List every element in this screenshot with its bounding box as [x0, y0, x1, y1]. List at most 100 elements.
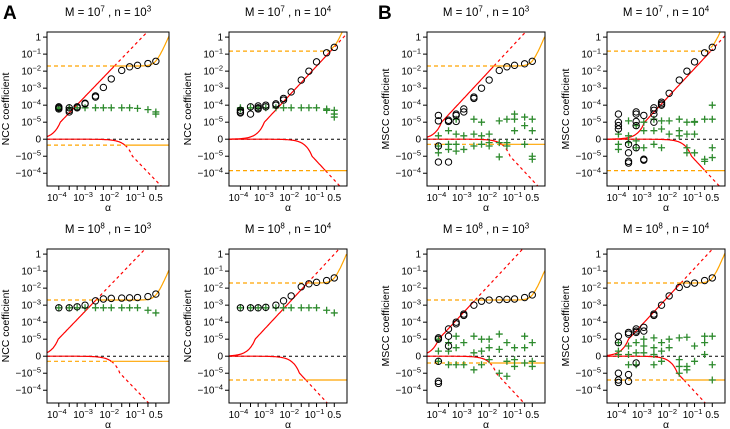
x-tick-label: 10−3 [452, 190, 472, 204]
circle-point [632, 144, 640, 152]
y-tick-label: 10−5 [203, 115, 223, 129]
y-tick-label-base: −10 [395, 152, 412, 163]
cross-point [521, 122, 529, 130]
panel-title: M = 107 , n = 103 [65, 5, 152, 20]
y-tick-label-base: 10 [203, 284, 215, 295]
lower-theory-curve [229, 355, 307, 381]
y-tick-label-base: 10 [401, 267, 413, 278]
cross-point [254, 304, 262, 312]
x-tick-label-exp: −1 [694, 190, 703, 199]
x-tick-label-base: 10 [657, 193, 669, 204]
upper-theory-extrapolation [113, 32, 149, 67]
y-tick-label: 10−4 [203, 315, 223, 329]
cross-point [144, 106, 152, 114]
y-tick-label-base: 10 [581, 101, 593, 112]
x-tick-label-base: 0.5 [327, 410, 341, 421]
cross-point [691, 130, 699, 138]
y-tick-label-exp: −1 [32, 47, 41, 56]
x-tick-label-exp: −2 [290, 190, 299, 199]
y-tick-label: 10−3 [401, 81, 421, 95]
cross-point [632, 349, 640, 357]
x-tick-label-exp: −1 [316, 190, 325, 199]
y-tick-label: 10−4 [401, 98, 421, 112]
x-tick-label-exp: −1 [514, 190, 523, 199]
y-tick-label-exp: −3 [214, 298, 223, 307]
y-tick-label-base: 10 [581, 50, 593, 61]
y-tick-label-base: 10 [581, 335, 593, 346]
x-tick-label-base: 10 [427, 410, 439, 421]
cross-point [650, 344, 658, 352]
upper-theory-curve [229, 50, 331, 140]
circle-point [444, 342, 453, 350]
x-tick-label-base: 0.5 [525, 193, 539, 204]
circle-point [305, 280, 313, 288]
upper-reference-curve [114, 35, 169, 67]
y-tick-label-exp: −5 [592, 149, 601, 158]
circle-point [246, 304, 255, 312]
x-tick-label-exp: −4 [438, 407, 447, 416]
cross-point [658, 144, 666, 152]
y-tick-label: 10−4 [581, 98, 601, 112]
circle-point [144, 292, 152, 301]
x-tick-label: 10−1 [683, 190, 703, 204]
upper-theory-extrapolation [330, 33, 347, 52]
x-tick-label-base: 10 [305, 193, 317, 204]
circle-point [55, 103, 63, 111]
y-tick-label: 10−1 [203, 264, 223, 278]
circle-point [657, 301, 666, 309]
circle-point [708, 274, 716, 282]
x-tick-label: 10−4 [47, 190, 67, 204]
y-tick-label: 10−4 [203, 98, 223, 112]
y-tick-label-exp: −4 [592, 315, 601, 324]
y-tick-label-exp: −5 [412, 366, 421, 375]
x-tick-label-exp: −1 [137, 190, 146, 199]
cross-point [503, 357, 511, 365]
x-tick-label: 10−1 [503, 407, 523, 421]
circle-point [236, 109, 245, 117]
y-tick-label-base: −10 [575, 386, 592, 397]
circle-point [640, 156, 648, 164]
x-tick-label-exp: −3 [463, 407, 472, 416]
cross-point [632, 339, 640, 347]
cross-point [614, 351, 622, 359]
y-axis-label: MSCC coefficient [380, 68, 392, 149]
plot-frame [228, 31, 348, 187]
cross-point [485, 344, 493, 352]
cross-point [434, 357, 442, 365]
y-axis-label: NCC coefficient [182, 290, 194, 363]
y-tick-label-base: 10 [581, 301, 593, 312]
y-tick-label-base: 10 [401, 118, 413, 129]
cross-point [625, 117, 633, 125]
cross-point [511, 344, 519, 352]
y-tick-label-exp: −4 [412, 98, 421, 107]
x-tick-label: 10−1 [305, 407, 325, 421]
y-tick-label: 1 [415, 33, 421, 44]
title-text: M = 10 [65, 224, 100, 236]
y-tick-label-exp: −4 [592, 98, 601, 107]
y-tick-label-base: 0 [415, 352, 421, 363]
cross-point [485, 356, 493, 364]
x-tick-label-base: 10 [73, 193, 85, 204]
plot-frame [46, 248, 170, 404]
y-tick-label: 0 [595, 135, 601, 146]
x-tick-label: 10−3 [73, 407, 93, 421]
y-tick-label: 1 [35, 250, 41, 261]
x-tick-label: 0.5 [149, 193, 163, 204]
plot-area [427, 32, 545, 186]
title-exponent: 7 [658, 5, 663, 14]
x-tick-label: 10−1 [126, 190, 146, 204]
circle-point [503, 295, 511, 304]
circle-point [640, 111, 648, 120]
circle-point [632, 328, 640, 337]
cross-point [445, 127, 453, 135]
y-tick-label: 10−2 [203, 281, 223, 295]
x-tick-label: 10−4 [427, 190, 447, 204]
y-tick-label: 10−1 [401, 47, 421, 61]
cross-point [701, 157, 709, 165]
y-tick-label: 10−5 [581, 115, 601, 129]
y-tick-label-exp: −3 [32, 298, 41, 307]
circle-point [683, 280, 691, 288]
